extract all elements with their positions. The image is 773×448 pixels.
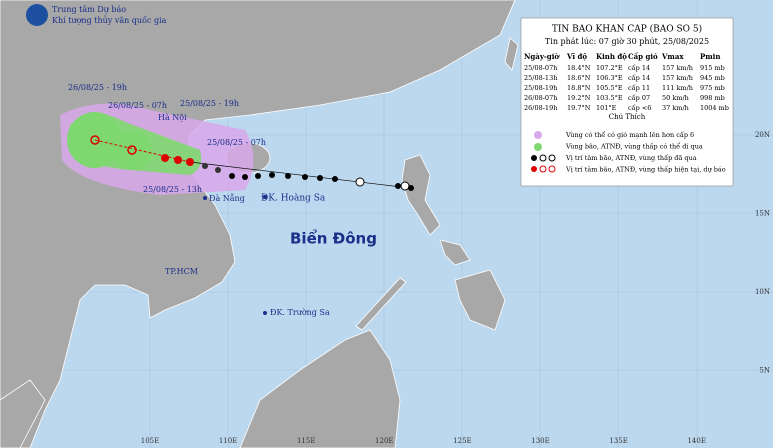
table-cell: 18.4°N bbox=[567, 64, 591, 72]
table-cell: 101°E bbox=[596, 104, 617, 112]
place-label: Đà Nẵng bbox=[209, 194, 245, 203]
lon-label: 125E bbox=[453, 437, 471, 445]
table-cell: cấp 14 bbox=[628, 63, 650, 72]
grid-labels: 20N 15N 10N 5N 105E 110E 115E 120E 125E 130E 135E 1… bbox=[141, 131, 770, 445]
table-header: Vĩ độ bbox=[566, 52, 587, 61]
lon-label: 115E bbox=[297, 437, 315, 445]
info-title: TIN BAO KHAN CAP (BAO SO 5) bbox=[552, 24, 702, 35]
lon-label: 105E bbox=[141, 437, 159, 445]
table-cell: 157 km/h bbox=[662, 64, 693, 72]
lon-label: 130E bbox=[531, 437, 549, 445]
table-cell: 103.5°E bbox=[596, 94, 623, 102]
map-labels: 26/08/25 - 19h 26/08/25 - 07h 25/08/25 -… bbox=[68, 83, 377, 317]
agency-sub: Khí tượng thủy văn quốc gia bbox=[52, 16, 167, 25]
header: Trung tâm Dự báo Khí tượng thủy văn quốc… bbox=[26, 4, 167, 26]
track-points bbox=[90, 135, 414, 315]
lon-label: 120E bbox=[375, 437, 393, 445]
table-cell: cấp 11 bbox=[628, 83, 650, 92]
table-cell: 157 km/h bbox=[662, 74, 693, 82]
table-cell: 18.6°N bbox=[567, 74, 591, 82]
table-cell: 25/08-07h bbox=[524, 64, 557, 72]
time-label: 26/08/25 - 19h bbox=[68, 83, 127, 92]
legend-item: Vị trí tâm bão, ATNĐ, vùng thấp hiện tại… bbox=[565, 165, 726, 174]
table-cell: 105.5°E bbox=[596, 84, 623, 92]
info-box: TIN BAO KHAN CAP (BAO SO 5) Tin phát lúc… bbox=[520, 17, 734, 187]
lon-label: 140E bbox=[687, 437, 705, 445]
place-label: ĐK. Trường Sa bbox=[270, 308, 330, 317]
place-label: TP.HCM bbox=[165, 267, 198, 276]
legend-title: Chú Thích bbox=[609, 113, 646, 121]
table-cell: 25/08-13h bbox=[524, 74, 557, 82]
time-label: 26/08/25 - 07h bbox=[108, 101, 167, 110]
legend-item: Vùng có thể có gió mạnh lên hơn cấp 6 bbox=[565, 130, 694, 139]
table-cell: 106.3°E bbox=[596, 74, 623, 82]
table-cell: 111 km/h bbox=[662, 84, 693, 92]
table-cell: cấp 14 bbox=[628, 73, 650, 82]
table-cell: 975 mb bbox=[700, 84, 725, 92]
table-cell: 26/08-07h bbox=[524, 94, 557, 102]
table-cell: 18.8°N bbox=[567, 84, 591, 92]
table-cell: 50 km/h bbox=[662, 94, 689, 102]
table-cell: 915 mb bbox=[700, 64, 725, 72]
table-cell: 26/08-19h bbox=[524, 104, 557, 112]
table-header: Cấp gió bbox=[628, 52, 658, 61]
table-cell: 37 km/h bbox=[662, 104, 689, 112]
table-cell: 19.7°N bbox=[567, 104, 591, 112]
table-cell: 107.2°E bbox=[596, 64, 623, 72]
table-header: Vmax bbox=[661, 52, 684, 61]
place-label: ĐK. Hoàng Sa bbox=[261, 193, 326, 204]
table-cell: cấp <6 bbox=[628, 103, 651, 112]
time-label: 25/08/25 - 19h bbox=[180, 99, 239, 108]
table-header: Kinh độ bbox=[596, 52, 627, 61]
lon-label: 135E bbox=[609, 437, 627, 445]
lon-label: 110E bbox=[219, 437, 237, 445]
table-cell: 945 mb bbox=[700, 74, 725, 82]
time-label: 25/08/25 - 13h bbox=[143, 185, 202, 194]
legend-item: Vùng bão, ATNĐ, vùng thấp có thể đi qua bbox=[565, 142, 703, 151]
lat-label: 15N bbox=[755, 210, 770, 218]
table-header: Pmin bbox=[700, 52, 720, 61]
legend-item: Vị trí tâm bão, ATNĐ, vùng thấp đã qua bbox=[565, 153, 697, 162]
info-issued: Tin phát lúc: 07 giờ 30 phút, 25/08/2025 bbox=[545, 37, 709, 46]
table-cell: 998 mb bbox=[700, 94, 725, 102]
lat-label: 5N bbox=[759, 367, 770, 375]
sea-label: Biển Đông bbox=[290, 229, 377, 248]
table-cell: 19.2°N bbox=[567, 94, 591, 102]
table-cell: cấp 07 bbox=[628, 93, 650, 102]
time-label: 25/08/25 - 07h bbox=[207, 138, 266, 147]
lat-label: 10N bbox=[755, 288, 770, 296]
agency: Trung tâm Dự báo bbox=[52, 5, 126, 14]
lat-label: 20N bbox=[755, 131, 770, 139]
place-label: Hà Nội bbox=[158, 113, 187, 122]
table-cell: 1004 mb bbox=[700, 104, 729, 112]
table-header: Ngày-giờ bbox=[524, 52, 560, 61]
table-cell: 25/08-19h bbox=[524, 84, 557, 92]
